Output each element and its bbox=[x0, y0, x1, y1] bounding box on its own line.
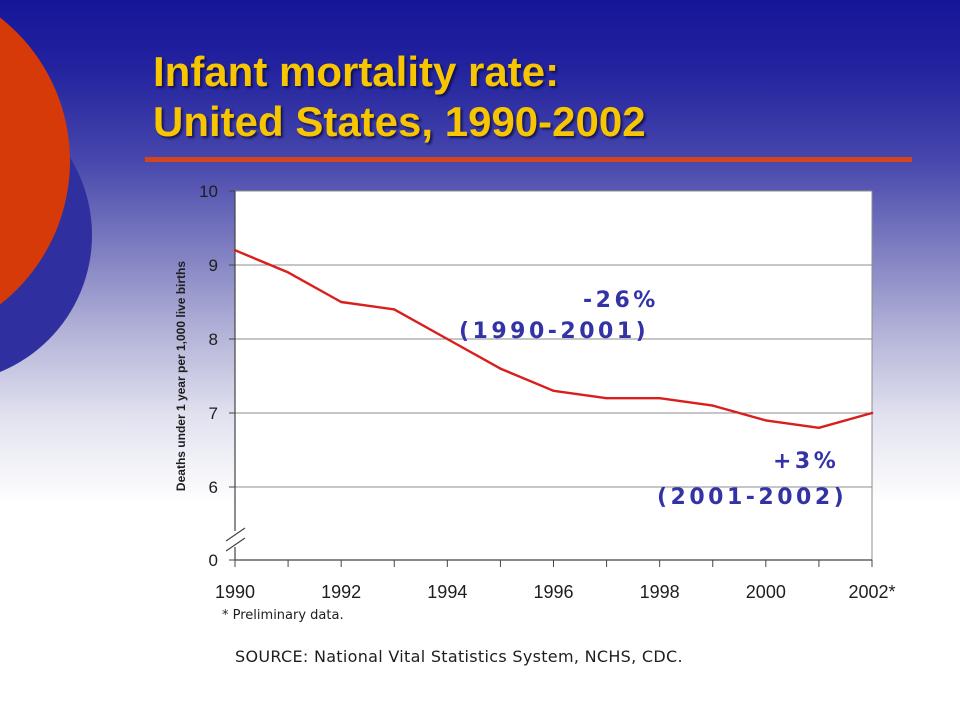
data-point bbox=[658, 397, 661, 400]
y-tick-label: 10 bbox=[199, 182, 218, 201]
y-tick-label: 8 bbox=[209, 330, 218, 349]
data-point bbox=[233, 249, 237, 252]
y-tick-label: 9 bbox=[209, 256, 218, 275]
source-note: SOURCE: National Vital Statistics System… bbox=[235, 647, 683, 666]
data-point bbox=[764, 419, 768, 422]
x-tick-label: 1992 bbox=[321, 582, 361, 602]
y-axis-label: Deaths under 1 year per 1,000 live birth… bbox=[174, 261, 188, 491]
annotation-change-1990-2001: -26% bbox=[583, 288, 659, 313]
x-tick-label: 2002* bbox=[848, 582, 895, 602]
y-tick-label: 7 bbox=[209, 404, 218, 423]
x-tick-label: 1996 bbox=[533, 582, 573, 602]
axis-break-mark bbox=[225, 527, 246, 542]
data-point bbox=[339, 300, 343, 304]
x-tick-label: 2000 bbox=[746, 582, 786, 602]
title-underline bbox=[145, 157, 912, 162]
data-point bbox=[605, 397, 608, 400]
data-point bbox=[870, 411, 874, 415]
y-tick-label-zero: 0 bbox=[209, 551, 218, 570]
title-line-1: Infant mortality rate: bbox=[153, 48, 560, 95]
slide-title: Infant mortality rate: United States, 19… bbox=[153, 47, 646, 147]
title-line-2: United States, 1990-2002 bbox=[153, 98, 646, 145]
data-point bbox=[286, 271, 290, 274]
data-point bbox=[393, 308, 396, 311]
axis-break-mask bbox=[203, 543, 225, 583]
data-point bbox=[711, 404, 714, 407]
x-tick-label: 1990 bbox=[215, 582, 255, 602]
data-point bbox=[446, 337, 449, 341]
y-tick-label: 6 bbox=[209, 478, 218, 497]
data-point bbox=[552, 389, 555, 392]
x-tick-label: 1998 bbox=[640, 582, 680, 602]
annotation-period-2001-2002: (2001-2002) bbox=[657, 485, 848, 510]
footnote: * Preliminary data. bbox=[222, 608, 344, 623]
plot-area bbox=[235, 191, 872, 560]
annotation-period-1990-2001: (1990-2001) bbox=[459, 319, 650, 344]
axis-break-mark bbox=[225, 537, 246, 552]
data-point bbox=[499, 367, 502, 370]
data-point bbox=[817, 426, 821, 429]
annotation-change-2001-2002: +3% bbox=[773, 449, 840, 474]
x-tick-label: 1994 bbox=[427, 582, 467, 602]
